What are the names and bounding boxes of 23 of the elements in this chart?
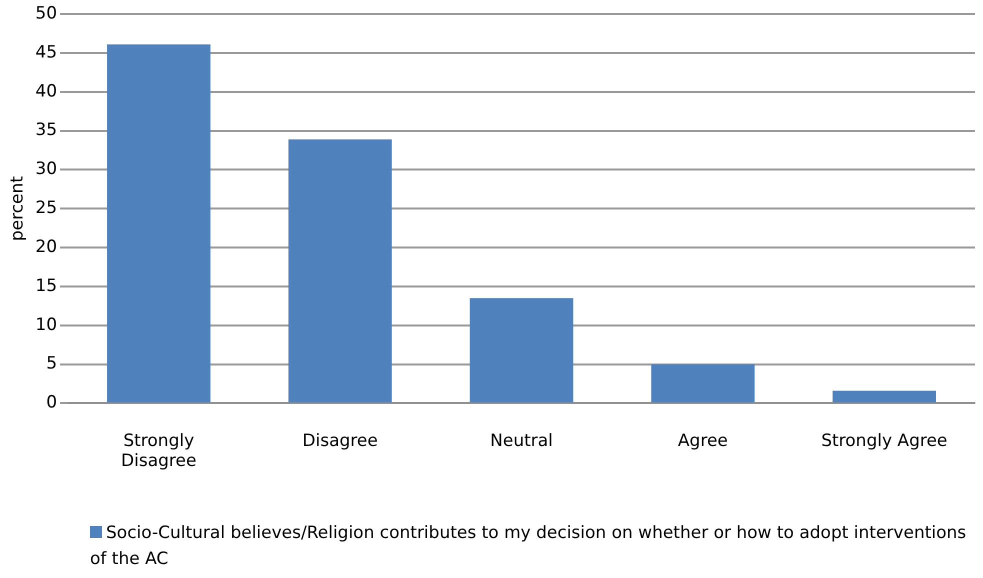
y-tick-label: 15 <box>35 276 58 296</box>
x-tick-label: Disagree <box>302 430 378 451</box>
legend-label: Socio-Cultural believes/Religion contributes to my decision on whether or how to adopt interventions of the AC <box>90 522 968 571</box>
y-axis-title: percent <box>8 176 28 242</box>
y-tick-label: 20 <box>35 236 58 257</box>
bar <box>288 139 392 402</box>
y-tick-label: 0 <box>46 392 58 413</box>
x-tick-label: Agree <box>678 430 728 451</box>
bar <box>470 298 574 402</box>
y-tick-label: 10 <box>35 314 58 335</box>
y-tick-label: 25 <box>35 198 58 218</box>
bar <box>107 44 210 402</box>
bar <box>651 364 755 402</box>
x-tick-label: Strongly Disagree <box>121 430 196 472</box>
y-tick-label: 50 <box>35 3 58 24</box>
y-tick-label: 45 <box>35 42 58 62</box>
x-tick-label: Neutral <box>490 430 553 451</box>
y-tick-label: 5 <box>46 354 58 374</box>
x-tick-label: Strongly Agree <box>821 430 948 451</box>
y-tick-label: 35 <box>35 120 58 140</box>
bar <box>832 390 936 402</box>
y-tick-label: 40 <box>35 81 58 102</box>
y-tick-label: 30 <box>35 159 58 180</box>
